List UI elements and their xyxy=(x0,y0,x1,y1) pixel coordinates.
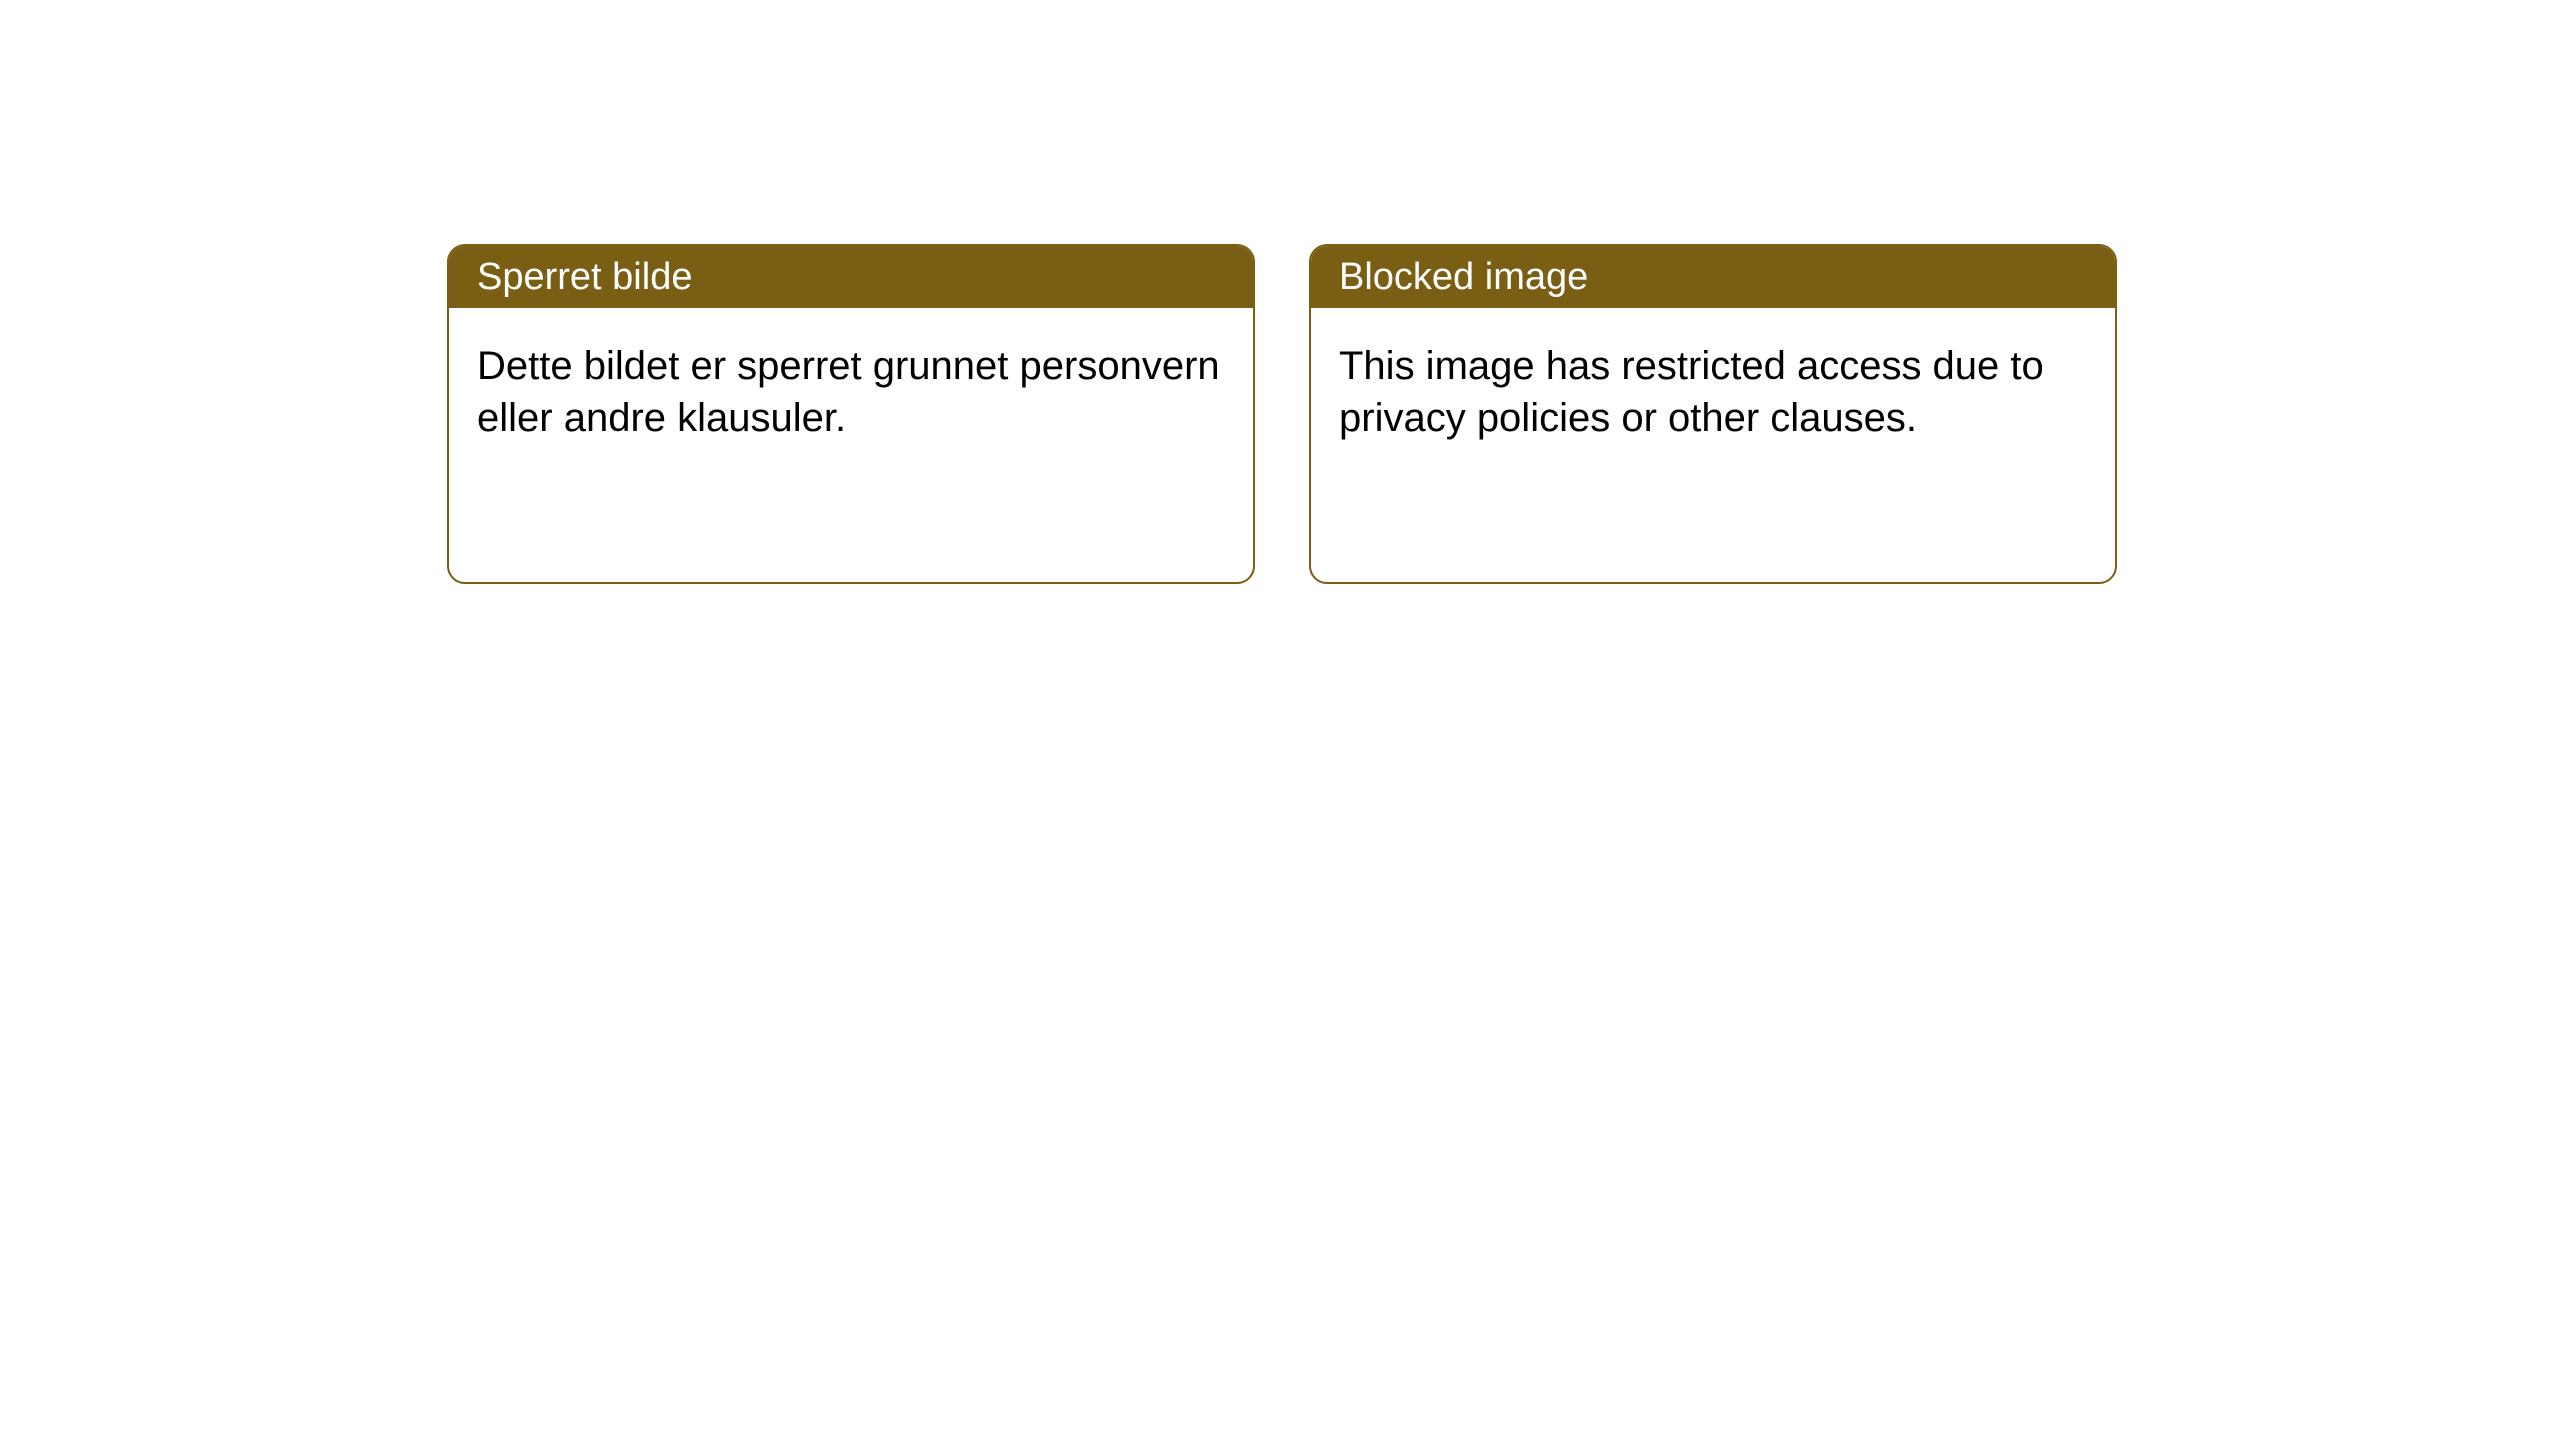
notice-card-body: Dette bildet er sperret grunnet personve… xyxy=(449,308,1253,476)
notice-card-body: This image has restricted access due to … xyxy=(1311,308,2115,476)
notice-card-message: Dette bildet er sperret grunnet personve… xyxy=(477,344,1220,440)
notice-card-english: Blocked image This image has restricted … xyxy=(1309,244,2117,584)
notice-card-title: Blocked image xyxy=(1339,256,1588,299)
notice-card-title: Sperret bilde xyxy=(477,256,692,299)
notice-card-norwegian: Sperret bilde Dette bildet er sperret gr… xyxy=(447,244,1255,584)
notice-card-header: Blocked image xyxy=(1311,246,2115,308)
notice-card-message: This image has restricted access due to … xyxy=(1339,344,2044,440)
notice-cards-container: Sperret bilde Dette bildet er sperret gr… xyxy=(0,0,2560,584)
notice-card-header: Sperret bilde xyxy=(449,246,1253,308)
